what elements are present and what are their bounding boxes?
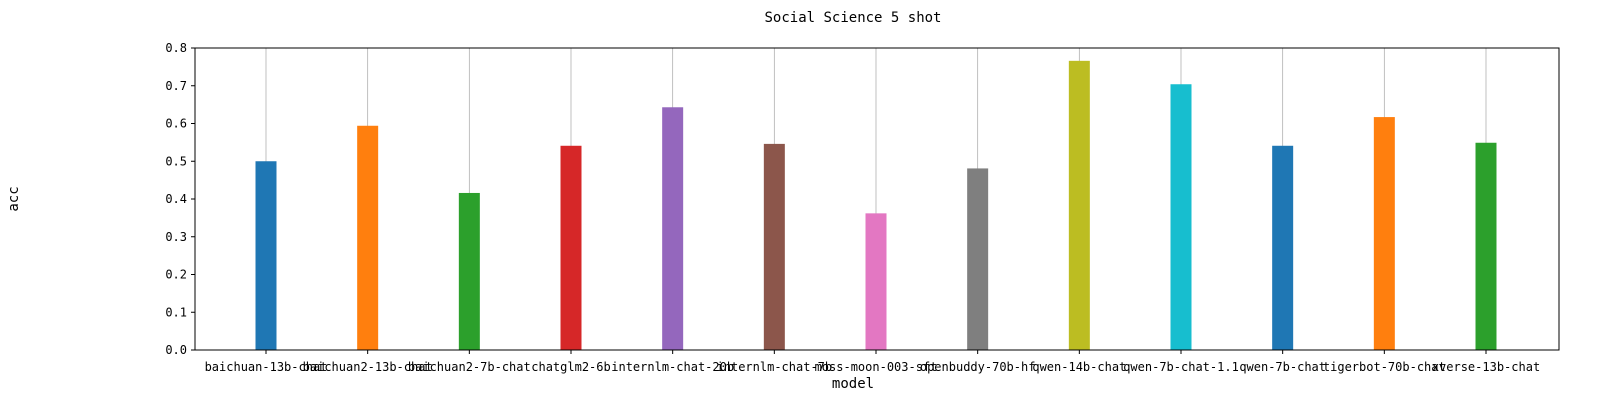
x-tick-label: tigerbot-70b-chat	[1323, 360, 1446, 374]
x-tick-label: qwen-7b-chat	[1239, 360, 1326, 374]
y-tick-label: 0.3	[165, 230, 187, 244]
y-axis-label: acc	[6, 186, 22, 211]
bar-internlm-chat-7b	[763, 143, 785, 350]
bar-xverse-13b-chat	[1475, 142, 1497, 350]
bars	[255, 60, 1497, 351]
bar-baichuan2-13b-chat	[357, 125, 379, 350]
bar-baichuan2-7b-chat	[458, 192, 480, 350]
y-tick-label: 0.0	[165, 343, 187, 357]
bar-qwen-7b-chat-1.1	[1170, 84, 1192, 351]
bar-internlm-chat-20b	[662, 107, 684, 350]
bar-tigerbot-70b-chat	[1373, 117, 1395, 351]
y-tick-label: 0.2	[165, 268, 187, 282]
bar-openbuddy-70b-hf	[967, 168, 989, 350]
y-tick-label: 0.8	[165, 41, 187, 55]
bar-chatglm2-6b	[560, 145, 582, 350]
x-tick-label: moss-moon-003-sft	[815, 360, 938, 374]
chart-title: Social Science 5 shot	[764, 10, 941, 26]
bar-baichuan-13b-chat	[255, 161, 277, 350]
y-tick-label: 0.6	[165, 117, 187, 131]
x-tick-label: baichuan-13b-chat	[205, 360, 328, 374]
y-tick-label: 0.5	[165, 154, 187, 168]
x-tick-label: openbuddy-70b-hf	[920, 360, 1036, 374]
x-tick-label: internlm-chat-20b	[611, 360, 734, 374]
bar-qwen-7b-chat	[1272, 145, 1294, 350]
x-tick-label: qwen-7b-chat-1.1	[1123, 360, 1239, 374]
x-tick-label: xverse-13b-chat	[1432, 360, 1540, 374]
y-axis-ticks: 0.0 0.1 0.2 0.3 0.4 0.5 0.6 0.7 0.8	[165, 41, 195, 357]
y-tick-label: 0.4	[165, 192, 187, 206]
x-axis-label: model	[832, 376, 874, 392]
x-tick-label: qwen-14b-chat	[1032, 360, 1126, 374]
x-axis-ticks: baichuan-13b-chatbaichuan2-13b-chatbaich…	[205, 350, 1540, 374]
x-tick-label: chatglm2-6b	[531, 360, 610, 374]
y-tick-label: 0.1	[165, 305, 187, 319]
bar-moss-moon-003-sft	[865, 213, 887, 350]
x-tick-label: baichuan2-13b-chat	[303, 360, 433, 374]
y-tick-label: 0.7	[165, 79, 187, 93]
bar-qwen-14b-chat	[1068, 60, 1090, 351]
x-tick-label: baichuan2-7b-chat	[408, 360, 531, 374]
x-tick-label: internlm-chat-7b	[717, 360, 833, 374]
